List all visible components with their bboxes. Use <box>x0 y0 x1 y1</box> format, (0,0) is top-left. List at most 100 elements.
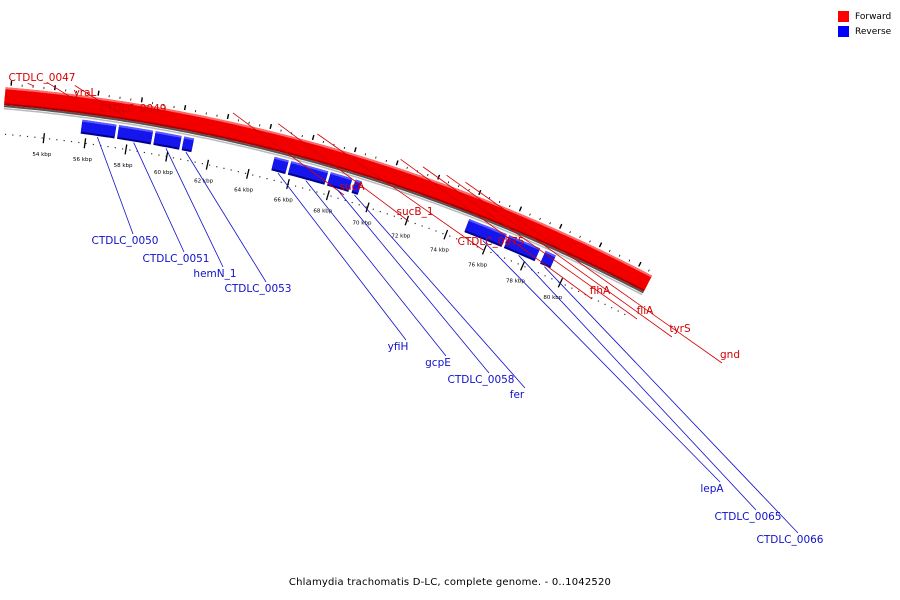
legend-reverse: Reverse <box>838 24 900 39</box>
reverse-gene-label: CTDLC_0053 <box>225 283 292 295</box>
scale-dot <box>571 287 573 289</box>
reverse-leader-line <box>133 142 185 253</box>
reverse-gene-label: gcpE <box>425 357 451 369</box>
outer-tick <box>539 217 541 220</box>
scale-major-tick <box>165 151 169 162</box>
scale-dot <box>158 154 160 156</box>
scale-dot <box>316 191 318 193</box>
scale-dot <box>456 238 458 240</box>
reverse-leader-line <box>305 180 447 357</box>
reverse-gene-label: yfiH <box>388 341 409 353</box>
scale-major-tick <box>519 260 526 271</box>
forward-swatch-icon <box>838 11 849 22</box>
genome-backbone <box>3 87 653 296</box>
scale-major-tick <box>246 168 250 179</box>
scale-label: 70 kbp <box>353 221 372 227</box>
scale-dot <box>524 266 526 268</box>
backbone-shadow <box>3 107 643 296</box>
scale-dot <box>252 174 254 176</box>
scale-label: 66 kbp <box>274 197 293 203</box>
forward-leader-line <box>400 158 593 300</box>
scale-dot <box>414 222 416 225</box>
scale-dot <box>442 232 444 235</box>
reverse-swatch-icon <box>838 26 849 37</box>
scale-dot <box>4 133 7 135</box>
scale-dot <box>143 151 146 154</box>
scale-dot <box>216 166 218 168</box>
reverse-leader-line <box>337 189 490 374</box>
scale-dot <box>151 153 153 155</box>
forward-gene-label: CTDLC_0049 <box>100 103 167 115</box>
reverse-gene-label: CTDLC_0051 <box>143 253 210 265</box>
forward-leader-line <box>446 174 673 338</box>
forward-strand-band <box>4 87 653 290</box>
reverse-gene-feature <box>80 119 117 139</box>
outer-tick <box>569 231 571 234</box>
scale-dot <box>129 149 131 151</box>
scale-major-tick <box>83 138 87 149</box>
scale-dot <box>351 201 353 204</box>
scale-dot <box>85 142 87 145</box>
reverse-gene-label: CTDLC_0058 <box>448 374 515 386</box>
scale-dot <box>393 215 395 217</box>
reverse-gene-feature <box>117 125 154 145</box>
gene-labels: CTDLC_0047yraLCTDLC_0049sucAsucB_1CTDLC_… <box>9 72 824 546</box>
outer-tick <box>628 259 631 262</box>
scale-dot <box>428 227 430 230</box>
scale-dot <box>223 167 225 169</box>
scale-label: 80 kbp <box>543 295 562 301</box>
scale-dot <box>323 193 325 195</box>
scale-dot <box>372 208 374 210</box>
reverse-leader-line <box>277 172 407 341</box>
outer-tick <box>427 173 429 176</box>
forward-leader-line <box>74 85 126 118</box>
scale-major-tick <box>124 144 128 155</box>
reverse-gene-label: hemN_1 <box>193 268 236 280</box>
scale-dot <box>421 225 423 227</box>
scale-dot <box>180 158 182 160</box>
scale-dot <box>604 303 606 305</box>
scale-major-tick <box>42 133 46 144</box>
outer-tick <box>183 105 187 111</box>
forward-leader-line <box>27 82 35 87</box>
reverse-leader-line <box>482 240 721 483</box>
forward-gene-label: flhA <box>590 285 611 297</box>
scale-dot <box>617 310 619 312</box>
scale-dot <box>230 169 232 171</box>
scale-dot <box>517 263 519 265</box>
outer-tick <box>375 156 377 159</box>
scale-dot <box>330 195 332 197</box>
forward-leader-line <box>317 133 484 251</box>
reverse-leader-line <box>185 151 267 283</box>
outer-tick <box>608 249 611 252</box>
outer-tick <box>579 235 581 238</box>
scale-label: 76 kbp <box>468 262 487 268</box>
outer-tick <box>140 97 143 103</box>
reverse-gene-feature <box>464 219 507 247</box>
reverse-gene-feature <box>327 172 353 192</box>
scale-major-tick <box>205 159 210 170</box>
scale-dot <box>510 260 512 262</box>
outer-tick <box>509 205 511 208</box>
outer-tick <box>529 213 531 216</box>
forward-gene-label: sucA <box>339 181 365 193</box>
scale-dot <box>386 213 388 215</box>
reverse-leader-line <box>165 148 224 268</box>
scale-dot <box>294 185 297 187</box>
reverse-leader-line <box>518 255 757 511</box>
scale-dot <box>244 172 247 174</box>
reverse-gene-label: lepA <box>700 483 724 495</box>
scale-label: 56 kbp <box>73 157 92 163</box>
scale-major-tick <box>481 244 487 255</box>
reverse-gene-feature <box>540 250 556 269</box>
scale-dot <box>564 284 566 286</box>
scale-dot <box>490 251 492 254</box>
outer-tick <box>311 134 315 141</box>
scale-label: 72 kbp <box>391 234 410 240</box>
forward-leader-line <box>465 181 723 364</box>
legend: Forward Reverse <box>838 9 900 39</box>
outer-tick <box>269 123 273 130</box>
forward-gene-label: CTDLC_0047 <box>9 72 76 84</box>
scale-dot <box>591 297 593 299</box>
